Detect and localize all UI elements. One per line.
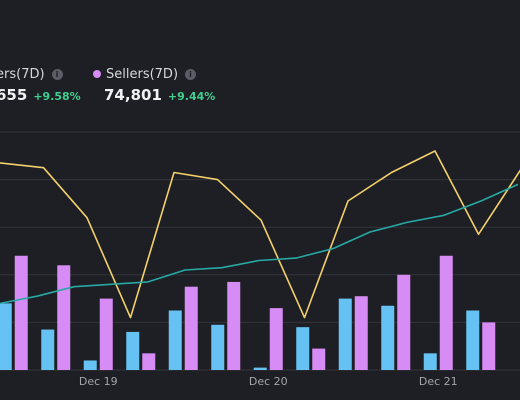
bar-series-b	[482, 322, 496, 370]
bar-series-a	[168, 310, 182, 370]
bar-series-a	[423, 353, 437, 370]
bar-series-a	[41, 329, 55, 370]
sellers-change: +9.44%	[167, 90, 216, 103]
bar-series-a	[338, 298, 352, 370]
bar-series-b	[184, 286, 198, 370]
series-line-teal	[0, 183, 519, 305]
bar-series-b	[227, 281, 241, 370]
bar-series-a	[381, 305, 395, 370]
bar-series-b	[439, 255, 453, 370]
legend-sellers[interactable]: Sellers(7D) i	[93, 64, 197, 84]
buyers-value: 655	[0, 86, 28, 104]
info-icon[interactable]: i	[51, 68, 63, 80]
bar-series-a	[211, 324, 225, 370]
sellers-legend-dot	[93, 70, 101, 78]
sellers-value: 74,801	[104, 86, 162, 104]
bar-series-b	[269, 308, 283, 370]
legend-buyers-label: ers(7D)	[0, 66, 45, 82]
x-tick-label: Dec 20	[249, 375, 288, 388]
stat-sellers: 74,801 +9.44%	[104, 86, 215, 106]
legend-buyers[interactable]: ers(7D) i	[0, 64, 63, 84]
bar-series-a	[466, 310, 480, 370]
bar-series-b	[99, 298, 113, 370]
bar-series-b	[14, 255, 28, 370]
bar-series-b	[354, 296, 368, 370]
x-axis: Dec 19 Dec 20 Dec 21	[79, 375, 458, 388]
bar-series-b	[142, 353, 156, 370]
bar-series-a	[0, 303, 12, 370]
bars	[0, 255, 496, 370]
buyers-change: +9.58%	[33, 90, 81, 103]
series-line-yellow	[0, 150, 520, 319]
x-tick-label: Dec 19	[79, 375, 118, 388]
series-lines	[0, 150, 520, 319]
bar-series-b	[397, 274, 411, 370]
bar-series-a	[126, 331, 140, 370]
bar-series-a	[253, 367, 267, 370]
legend-sellers-label: Sellers(7D)	[106, 66, 179, 82]
bar-series-b	[57, 265, 71, 370]
info-icon[interactable]: i	[185, 68, 197, 80]
bar-series-a	[83, 360, 97, 370]
bar-series-a	[296, 327, 310, 370]
bar-series-b	[312, 348, 326, 370]
stat-buyers: 655 +9.58%	[0, 86, 81, 106]
x-tick-label: Dec 21	[419, 375, 458, 388]
